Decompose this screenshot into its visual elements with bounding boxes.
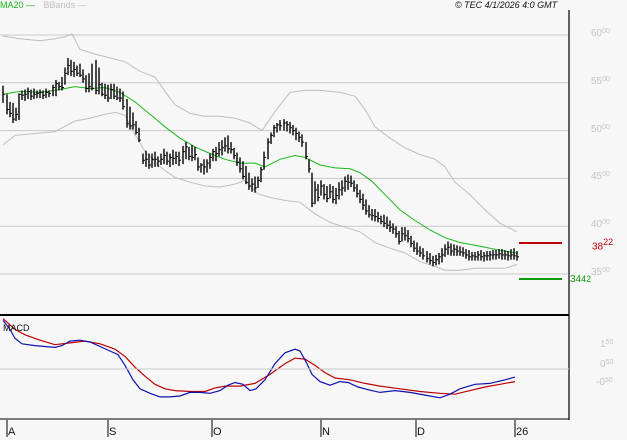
macd-title: MACD bbox=[3, 323, 30, 333]
support-label: 3442 bbox=[570, 274, 592, 285]
price-axis-label: 5000 bbox=[591, 123, 610, 135]
price-gridlines bbox=[0, 34, 569, 275]
x-axis-label: D bbox=[417, 426, 425, 438]
macd-axis-label: 050 bbox=[600, 359, 614, 370]
price-axis-label: 3500 bbox=[591, 267, 610, 278]
copyright-text: © TEC 4/1/2026 4:0 GMT bbox=[455, 0, 558, 10]
legend-ma20: MA20 — bbox=[0, 0, 36, 10]
support-resistance-lines bbox=[519, 242, 562, 280]
ma20-line bbox=[2, 86, 518, 254]
x-axis-label: N bbox=[322, 426, 330, 438]
macd-axis-label: -050 bbox=[596, 377, 613, 388]
price-axis-label: 4000 bbox=[591, 219, 610, 231]
resistance-label: 3822 bbox=[592, 237, 614, 253]
price-axis-label: 6000 bbox=[591, 28, 610, 39]
price-axis-label: 5500 bbox=[591, 75, 610, 87]
legend: MA20 — BBands — bbox=[0, 0, 87, 11]
x-axis-label: O bbox=[213, 426, 222, 438]
chart-frame bbox=[0, 10, 570, 420]
x-axis-ticks bbox=[6, 420, 516, 437]
legend-bbands: BBands — bbox=[43, 0, 87, 10]
x-axis-label: A bbox=[8, 426, 16, 438]
price-axis-label: 4500 bbox=[591, 171, 610, 183]
price-bars bbox=[2, 57, 519, 267]
macd-lines bbox=[2, 318, 516, 399]
x-axis-label: 26 bbox=[516, 426, 529, 438]
macd-axis-label: 150 bbox=[600, 339, 614, 350]
bollinger-bands bbox=[2, 33, 518, 271]
x-axis-label: S bbox=[109, 426, 117, 438]
